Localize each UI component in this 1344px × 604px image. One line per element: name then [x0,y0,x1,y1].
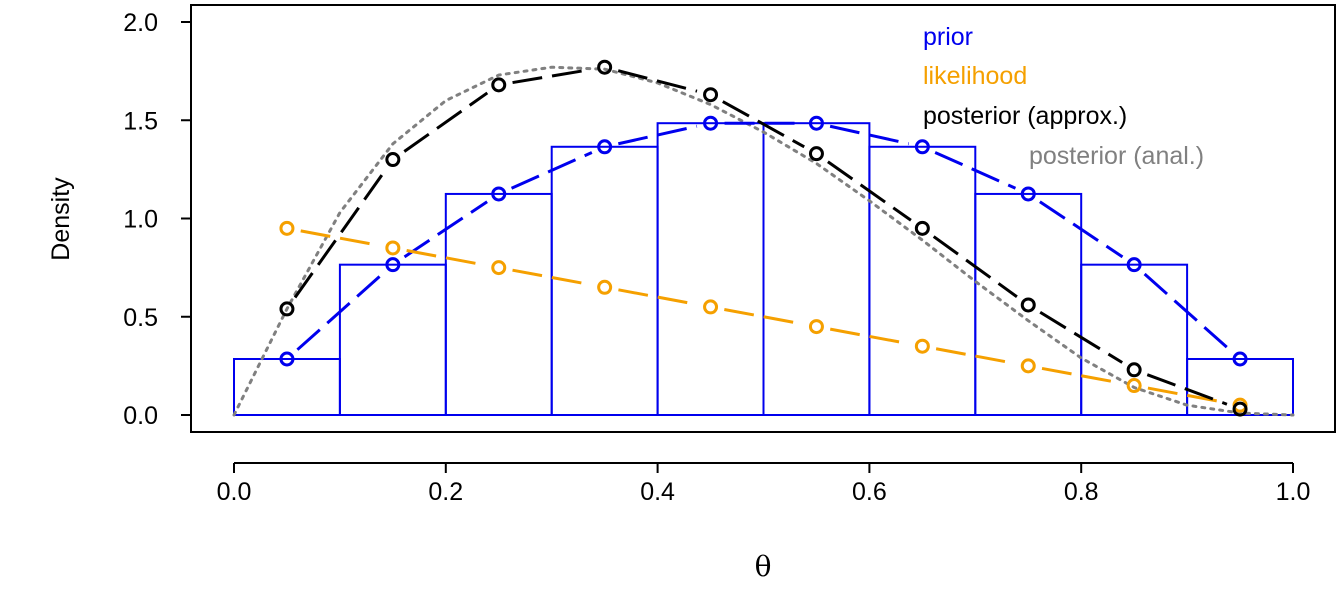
likelihood-segment [935,347,1015,365]
prior-point [1020,186,1036,202]
prior-point [1232,351,1248,367]
y-tick-label: 1.5 [123,107,158,135]
likelihood-series [279,220,1248,413]
posterior-approx-point [385,152,401,168]
y-tick-label: 2.0 [123,9,158,37]
likelihood-point [808,319,824,335]
y-tick-label: 1.0 [123,206,158,234]
histogram-bar [1080,263,1189,416]
posterior-approx-point [279,301,295,317]
x-tick-label: 0.8 [1064,478,1099,506]
posterior-approx-point [808,146,824,162]
likelihood-point [597,279,613,295]
prior-segment [296,272,384,351]
posterior-approx-segment [827,160,912,222]
prior-point [279,351,295,367]
legend-posterior-approx: posterior (approx.) [923,102,1127,130]
x-tick-label: 0.6 [852,478,887,506]
likelihood-point [703,299,719,315]
likelihood-point [385,240,401,256]
posterior-approx-point [914,220,930,236]
posterior-approx-point [491,77,507,93]
prior-series [279,115,1248,367]
legend-prior: prior [923,23,973,51]
histogram [233,122,1294,416]
x-tick-label: 0.2 [428,478,463,506]
likelihood-segment [829,327,909,346]
likelihood-segment [724,308,803,326]
prior-segment [1143,272,1231,351]
posterior-approx-segment [932,235,1018,298]
legend-posterior-anal: posterior (anal.) [1029,142,1204,170]
posterior-approx-point [597,59,613,75]
posterior-approx-series [279,59,1248,417]
prior-segment [403,200,488,259]
likelihood-segment [1041,366,1121,385]
prior-segment [510,151,593,190]
legend-likelihood: likelihood [923,62,1027,90]
prior-segment [829,124,910,146]
posterior-approx-segment [403,91,489,153]
likelihood-point [279,220,295,236]
axes: 0.0 0.2 0.4 0.6 0.8 1.0 0.0 0.5 1.0 1.5 2.0 [123,9,1310,506]
likelihood-segment [300,229,380,247]
histogram-bar [656,122,765,416]
posterior-approx-segment [512,68,592,85]
posterior-approx-point [703,87,719,103]
prior-point [491,186,507,202]
likelihood-segment [618,288,698,306]
prior-point [808,115,824,131]
posterior-approx-segment [1146,373,1228,406]
prior-point [914,139,930,155]
prior-point [597,139,613,155]
histogram-bar [338,263,447,416]
prior-point [1126,257,1142,273]
likelihood-point [914,338,930,354]
y-tick-label: 0.5 [123,304,158,332]
prior-segment [617,124,698,146]
likelihood-point [491,260,507,276]
prior-point [703,115,719,131]
likelihood-segment [1147,386,1227,405]
posterior-approx-segment [722,100,805,149]
prior-segment [1039,200,1124,259]
y-axis-label: Density [47,177,75,261]
series-lines [279,59,1248,417]
x-tick-label: 0.0 [217,478,252,506]
posterior-approx-segment [617,69,698,93]
histogram-bar [444,192,553,416]
histogram-bar [868,145,977,416]
likelihood-point [1020,358,1036,374]
posterior-approx-point [1126,362,1142,378]
y-tick-label: 0.0 [123,402,158,430]
posterior-approx-point [1020,297,1036,313]
posterior-approx-segment [293,170,386,299]
histogram-bar [233,357,341,416]
posterior-approx-segment [1039,310,1123,364]
x-tick-label: 0.4 [640,478,675,506]
histogram-bar [762,122,871,416]
prior-point [385,257,401,273]
posterior-analytic-curve [232,65,1295,417]
x-tick-label: 1.0 [1276,478,1311,506]
posterior-approx-point [1232,401,1248,417]
histogram-bar [974,192,1083,416]
likelihood-segment [512,268,592,287]
prior-segment [934,151,1017,190]
likelihood-point [1126,378,1142,394]
x-axis-label: θ [755,550,772,583]
likelihood-segment [406,249,486,267]
posterior-analytic-line [232,65,1295,417]
